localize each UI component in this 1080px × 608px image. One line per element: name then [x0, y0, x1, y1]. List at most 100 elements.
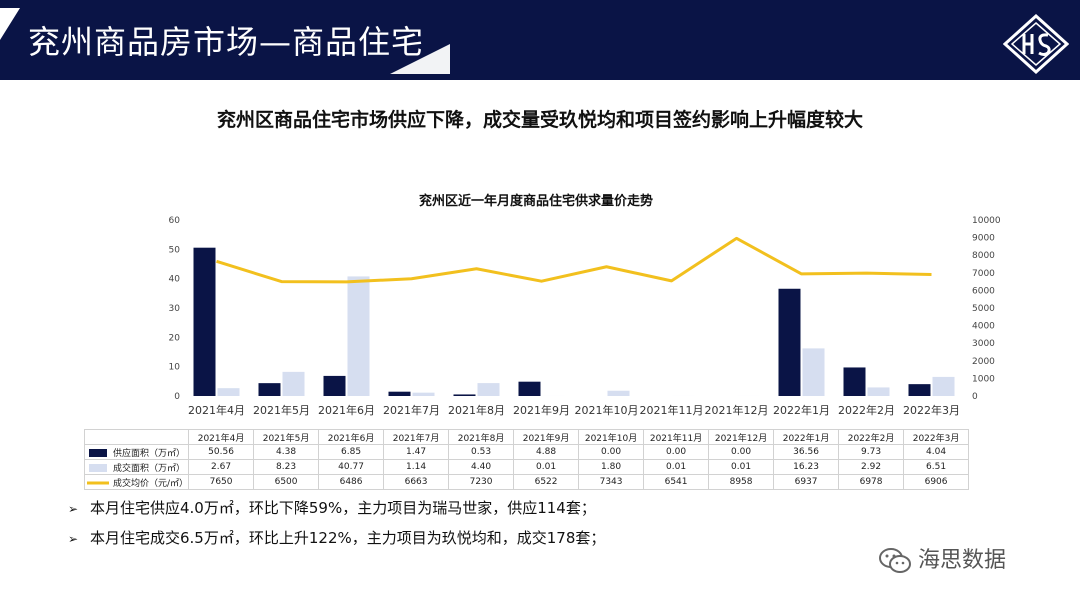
- y-left-tick-label: 60: [169, 216, 181, 226]
- bullet-arrow-icon: ➢: [68, 502, 79, 516]
- x-tick-label: 2022年1月: [773, 403, 830, 417]
- table-cell: 7343: [578, 474, 645, 490]
- price-line: [216, 236, 932, 284]
- bar-transaction: [802, 348, 825, 396]
- header-decoration: [0, 8, 450, 74]
- legend-swatch: [89, 449, 107, 457]
- bar-transaction: [867, 387, 890, 396]
- y-right-tick-label: 0: [972, 392, 978, 402]
- legend-swatch: [89, 464, 107, 472]
- supply-demand-price-chart: 兖州区近一年月度商品住宅供求量价走势 0 10 20 30 40 50 60 0 1000 20…: [169, 193, 1001, 417]
- bar-transaction: [282, 371, 305, 396]
- table-cell: 4.04: [903, 444, 970, 460]
- bar-supply: [908, 384, 931, 396]
- header-slash-accent: [390, 44, 450, 74]
- table-cell: 0.53: [448, 444, 515, 460]
- table-header-cell: 2021年12月: [708, 429, 775, 445]
- bullet-text: 本月住宅供应4.0万㎡，环比下降59%，主力项目为瑞马世家，供应114套；: [90, 499, 596, 517]
- header-bar: 兖州商品房市场—商品住宅: [0, 0, 1080, 80]
- y-right-tick-label: 4000: [972, 322, 995, 332]
- table-cell: 0.01: [708, 459, 775, 475]
- table-cell: 0.01: [513, 459, 580, 475]
- summary-bullets: ➢ 本月住宅供应4.0万㎡，环比下降59%，主力项目为瑞马世家，供应114套； ➢…: [68, 493, 605, 553]
- company-logo-icon: [1003, 14, 1069, 74]
- y-right-tick-label: 5000: [972, 304, 995, 314]
- legend-cell: 成交均价（元/㎡）: [83, 474, 190, 490]
- bar-supply: [843, 367, 866, 396]
- table-cell: 6.85: [318, 444, 385, 460]
- legend-label: 成交面积（万㎡）: [113, 463, 186, 474]
- watermark-text: 海思数据: [918, 548, 1007, 573]
- table-cell: 7230: [448, 474, 515, 490]
- table-cell: 4.40: [448, 459, 515, 475]
- legend-label: 成交均价（元/㎡）: [113, 478, 189, 489]
- y-right-tick-label: 9000: [972, 234, 995, 244]
- table-cell: 36.56: [773, 444, 840, 460]
- table-header-cell: 2022年2月: [838, 429, 905, 445]
- table-cell: 6541: [643, 474, 710, 490]
- table-header-cell: 2021年7月: [383, 429, 450, 445]
- headline: 兖州区商品住宅市场供应下降，成交量受玖悦均和项目签约影响上升幅度较大: [216, 109, 863, 131]
- table-cell: 40.77: [318, 459, 385, 475]
- table-cell: 50.56: [188, 444, 255, 460]
- table-cell: 4.88: [513, 444, 580, 460]
- table-cell: 6663: [383, 474, 450, 490]
- table-header-cell: 2021年9月: [513, 429, 580, 445]
- x-tick-label: 2021年6月: [318, 403, 375, 417]
- table-cell: 8.23: [253, 459, 320, 475]
- bar-transaction: [217, 388, 240, 396]
- bullet-transaction: ➢ 本月住宅成交6.5万㎡，环比上升122%，主力项目为玖悦均和，成交178套；: [68, 523, 605, 553]
- table-cell: 6.51: [903, 459, 970, 475]
- x-tick-label: 2022年3月: [903, 403, 960, 417]
- table-cell: 16.23: [773, 459, 840, 475]
- table-cell: 6486: [318, 474, 385, 490]
- table-cell: 9.73: [838, 444, 905, 460]
- table-cell: 1.14: [383, 459, 450, 475]
- legend-swatch: [87, 481, 109, 485]
- y-left-tick-label: 50: [169, 245, 181, 255]
- bar-supply: [778, 288, 801, 396]
- bar-supply: [388, 391, 411, 396]
- bullet-text: 本月住宅成交6.5万㎡，环比上升122%，主力项目为玖悦均和，成交178套；: [90, 529, 606, 547]
- table-cell: 6500: [253, 474, 320, 490]
- x-tick-label: 2021年8月: [448, 403, 505, 417]
- table-cell: 2.67: [188, 459, 255, 475]
- table-cell: 6906: [903, 474, 970, 490]
- x-tick-label: 2021年4月: [188, 403, 245, 417]
- legend-swatch-bar: [89, 449, 107, 457]
- bullet-arrow-icon: ➢: [68, 532, 79, 546]
- table-cell: 7650: [188, 474, 255, 490]
- watermark: 海思数据: [878, 542, 1006, 575]
- wechat-icon: [879, 548, 911, 573]
- x-tick-label: 2021年12月: [705, 403, 769, 417]
- table-cell: 0.00: [643, 444, 710, 460]
- table-header-cell: 2021年8月: [448, 429, 515, 445]
- bar-supply: [258, 383, 281, 396]
- table-header-cell: 2021年5月: [253, 429, 320, 445]
- y-right-tick-label: 3000: [972, 339, 995, 349]
- table-cell: 4.38: [253, 444, 320, 460]
- bar-transaction: [412, 392, 435, 396]
- x-tick-label: 2022年2月: [838, 403, 895, 417]
- header-corner-accent: [0, 8, 20, 40]
- table-cell: 8958: [708, 474, 775, 490]
- y-right-tick-label: 7000: [972, 269, 995, 279]
- bar-supply: [453, 394, 476, 396]
- bar-transaction: [347, 276, 370, 396]
- bar-supply: [323, 375, 346, 396]
- bar-transaction: [607, 390, 630, 396]
- legend-label: 供应面积（万㎡）: [113, 448, 186, 459]
- legend-cell: 供应面积（万㎡）: [83, 444, 190, 460]
- x-tick-label: 2021年9月: [513, 403, 570, 417]
- table-header-row: 2021年4月 2021年5月 2021年6月 2021年7月 2021年8月 2021年…: [83, 429, 970, 445]
- legend-cell: 成交面积（万㎡）: [83, 459, 190, 475]
- bar-transaction: [477, 383, 500, 396]
- y-left-tick-label: 40: [169, 275, 181, 285]
- bullet-supply: ➢ 本月住宅供应4.0万㎡，环比下降59%，主力项目为瑞马世家，供应114套；: [68, 493, 605, 523]
- chart-data-table: 2021年4月 2021年5月 2021年6月 2021年7月 2021年8月 2021年…: [83, 429, 970, 490]
- table-header-cell: 2021年10月: [578, 429, 645, 445]
- table-cell: 6522: [513, 474, 580, 490]
- table-header-cell: 2021年4月: [188, 429, 255, 445]
- legend-swatch-bar: [89, 464, 107, 472]
- page-title: 兖州商品房市场—商品住宅: [28, 23, 425, 61]
